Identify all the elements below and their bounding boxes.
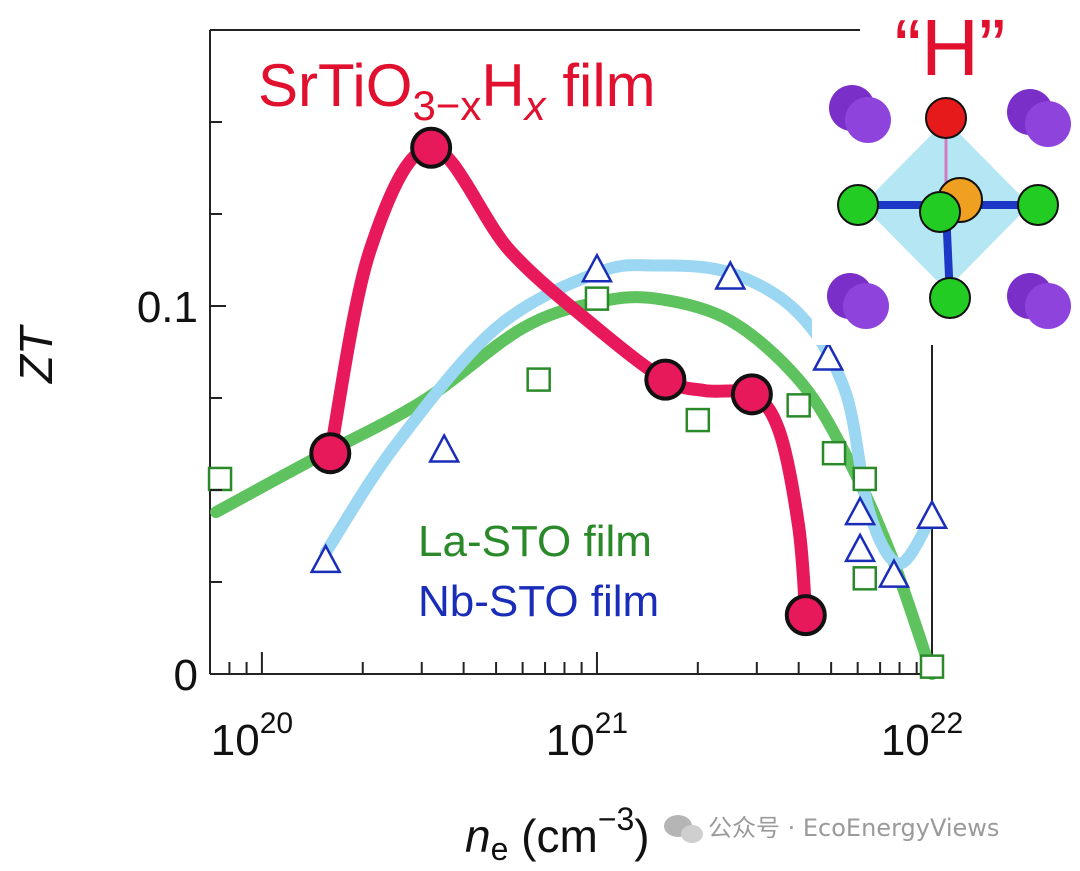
xlabel-superscript: −3	[598, 801, 634, 837]
guide-curves	[210, 141, 938, 680]
oxygen-atom-icon	[919, 191, 961, 233]
nb-sto-point	[580, 252, 614, 283]
y-axis-title: ZT	[10, 324, 62, 384]
axis-ticks: 0 0.1 1020 1021 1022	[137, 121, 963, 765]
la-sto-point	[786, 393, 811, 418]
crystal-structure-inset: “H”	[812, 3, 1071, 345]
xlabel-n: n	[465, 810, 491, 862]
legend-la-sto: La-STO film	[418, 517, 652, 566]
la-sto-point	[584, 286, 610, 311]
x-tick-label: 1020	[211, 707, 293, 765]
la-sto-point	[852, 566, 878, 591]
sr-atom-icon	[843, 283, 889, 329]
nb-sto-point	[812, 340, 845, 371]
srtio-point	[309, 432, 352, 475]
la-sto-point	[852, 466, 878, 492]
oxygen-atom-icon	[1017, 184, 1059, 226]
oxygen-atom-icon	[837, 184, 879, 226]
sr-atom-icon	[1025, 101, 1071, 147]
chart-title: SrTiO3−xHx film	[258, 52, 656, 129]
legend-nb-sto: Nb-STO film	[418, 577, 659, 626]
nb-sto-point	[428, 432, 461, 463]
y-tick-label: 0.1	[137, 283, 198, 332]
srtio-point	[644, 358, 687, 401]
nb-sto-point	[309, 543, 342, 574]
srtio-point	[784, 594, 827, 637]
hydrogen-atom-icon	[925, 97, 967, 139]
la-sto-point	[821, 440, 847, 466]
title-h: H	[481, 52, 524, 119]
title-subscript-x: x	[523, 82, 548, 129]
sr-atom-icon	[845, 97, 891, 143]
x-tick-label: 1021	[546, 707, 628, 765]
title-end: film	[546, 52, 656, 119]
nb-sto-point	[843, 495, 877, 526]
sr-atom-icon	[1025, 283, 1071, 329]
plot-frame	[209, 29, 933, 675]
y-tick-label: 0	[174, 651, 198, 700]
inset-h-label: “H”	[894, 3, 1005, 92]
x-tick-label: 1022	[881, 707, 963, 765]
oxygen-atom-icon	[929, 277, 971, 319]
wechat-icon	[664, 815, 703, 843]
xlabel-unit: (cm	[508, 810, 597, 862]
srtio-point	[730, 373, 773, 416]
data-points	[207, 126, 949, 679]
title-subscript: 3−x	[412, 82, 481, 129]
srtio-guide-curve	[323, 141, 813, 622]
watermark-text: 公众号 · EcoEnergyViews	[708, 814, 999, 842]
la-sto-point	[207, 466, 233, 492]
nb-sto-point	[714, 259, 747, 290]
la-sto-point	[919, 654, 945, 679]
nb-sto-point	[915, 499, 949, 530]
srtio-point	[410, 126, 453, 169]
nb-sto-guide-curve	[319, 259, 938, 570]
x-axis-title: ne (cm−3)	[465, 801, 650, 867]
title-main: SrTiO	[258, 52, 412, 119]
xlabel-subscript: e	[491, 831, 509, 867]
watermark: 公众号 · EcoEnergyViews	[664, 814, 999, 843]
la-sto-point	[685, 407, 711, 433]
legend: La-STO film Nb-STO film	[418, 517, 659, 626]
nb-sto-point	[877, 558, 911, 588]
nb-sto-point	[843, 532, 877, 563]
la-sto-point	[526, 367, 551, 392]
xlabel-close: )	[634, 810, 649, 862]
